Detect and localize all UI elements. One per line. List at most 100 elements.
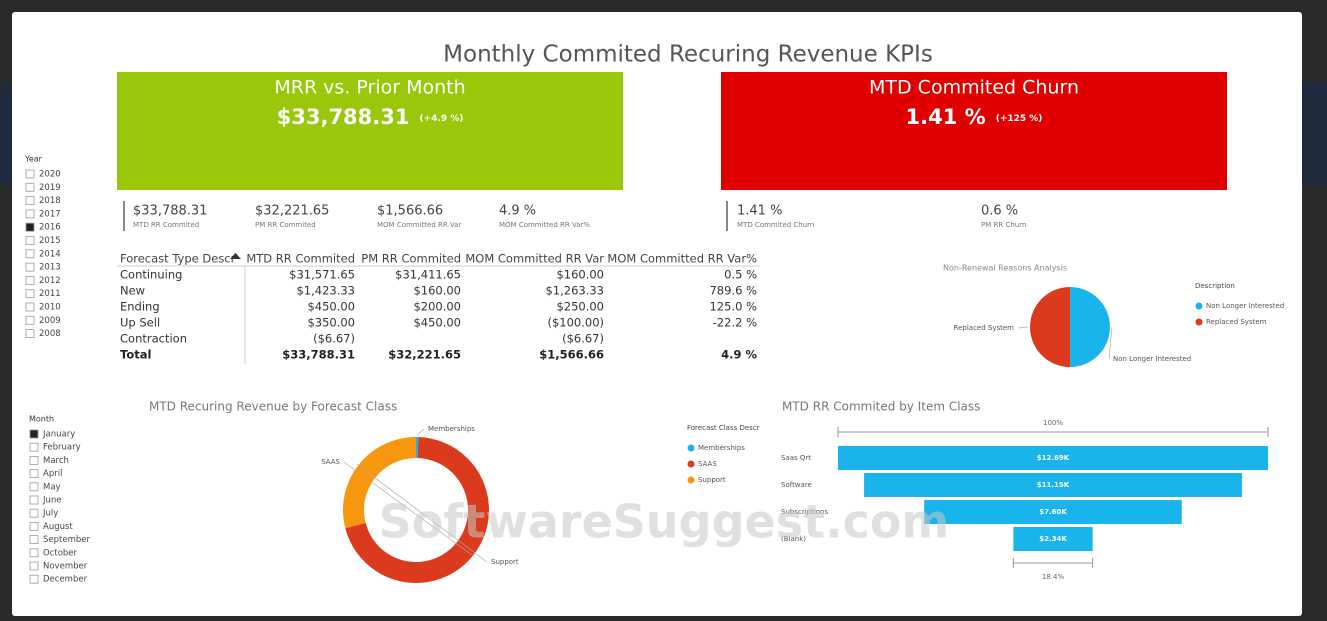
slicer-item: 2010 <box>39 303 61 313</box>
slice <box>343 437 416 529</box>
funnel-value-label: $12.69K <box>1037 454 1070 462</box>
table-cell: -22.2 % <box>713 316 757 330</box>
slicer-checkbox[interactable] <box>25 209 35 219</box>
slicer-checkbox[interactable] <box>29 548 39 558</box>
slicer-item: September <box>43 535 90 545</box>
legend-label: SAAS <box>698 460 717 468</box>
card-value-line: 1.41 % (+125 %) <box>906 105 1043 129</box>
table-header: MTD RR Commited <box>246 252 355 266</box>
slicer-checkbox[interactable] <box>25 222 35 232</box>
slicer-checkbox[interactable] <box>25 196 35 206</box>
kpi-label: MTD Commited Churn <box>737 221 814 229</box>
slicer-checkbox[interactable] <box>29 455 39 465</box>
slicer-item: 2014 <box>39 249 61 259</box>
slicer-checkbox[interactable] <box>25 275 35 285</box>
slice <box>416 437 419 459</box>
slicer-checkbox[interactable] <box>25 169 35 179</box>
card-change: (+4.9 %) <box>419 114 463 124</box>
legend-label: Memberships <box>698 444 745 452</box>
slicer-checkbox[interactable] <box>29 535 39 544</box>
slicer-checkbox[interactable] <box>29 561 39 571</box>
funnel-category: Saas Qrt <box>781 454 811 462</box>
slicer-checkbox[interactable] <box>25 315 35 325</box>
slicer-checkbox[interactable] <box>29 429 39 439</box>
slicer-checkbox[interactable] <box>29 508 39 518</box>
kpi-label: PM RR Commited <box>255 221 316 229</box>
legend-title: Description <box>1195 282 1235 290</box>
slicer-title: Year <box>24 155 43 164</box>
slicer-item: December <box>43 575 88 585</box>
funnel-category: Software <box>781 481 812 489</box>
slice <box>1030 287 1070 367</box>
slicer-item: 2019 <box>39 183 61 193</box>
kpi-label: MOM Committed RR Var% <box>499 221 590 229</box>
kpi-label: MOM Committed RR Var <box>377 221 462 229</box>
slicer-checkbox[interactable] <box>25 329 35 339</box>
slicer-checkbox[interactable] <box>25 249 35 259</box>
table-cell: $200.00 <box>413 300 461 314</box>
legend-label: Replaced System <box>1206 318 1267 326</box>
slicer-checkbox[interactable] <box>25 289 35 299</box>
table-cell: $31,571.65 <box>289 268 355 282</box>
card-value: 1.41 % <box>906 105 986 129</box>
backdrop-band <box>0 82 14 186</box>
slicer-checkbox[interactable] <box>29 574 39 584</box>
kpi-value: 1.41 % <box>737 204 782 219</box>
slicer-checkbox[interactable] <box>25 262 35 272</box>
slicer-checkbox[interactable] <box>29 522 39 531</box>
table-cell: New <box>120 284 145 298</box>
table-cell: Continuing <box>120 268 182 282</box>
slicer-checkbox[interactable] <box>25 302 35 312</box>
slicer-item: June <box>42 496 62 506</box>
slicer-title: Month <box>29 415 54 424</box>
leader-line <box>1108 326 1113 360</box>
sort-arrow <box>230 253 241 259</box>
slicer-item: 2009 <box>39 316 61 326</box>
card-title: MRR vs. Prior Month <box>274 77 465 99</box>
slice-label: Memberships <box>428 425 475 433</box>
chart-title: Non-Renewal Reasons Analysis <box>943 264 1067 273</box>
slicer-checkbox[interactable] <box>29 482 39 492</box>
table-cell: 0.5 % <box>724 268 757 282</box>
slicer-item: July <box>42 509 58 519</box>
kpi-value: $1,566.66 <box>377 204 443 219</box>
table-cell: ($100.00) <box>547 316 604 330</box>
slice-label: Support <box>491 558 519 566</box>
table-cell: $1,263.33 <box>545 284 604 298</box>
funnel-category: Subscriptions <box>781 508 828 516</box>
table-header: MOM Committed RR Var% <box>607 252 757 266</box>
slicer-item: February <box>43 443 81 453</box>
slicer-item: August <box>43 522 73 532</box>
slicer-checkbox[interactable] <box>29 469 39 479</box>
funnel-bar <box>838 446 1268 470</box>
table-cell: 789.6 % <box>709 284 757 298</box>
kpi-card <box>721 72 1227 190</box>
slicer-checkbox[interactable] <box>25 182 35 192</box>
table-cell: $160.00 <box>556 268 604 282</box>
table-total: $1,566.66 <box>539 348 604 362</box>
kpi-label: MTD RR Commited <box>133 221 199 229</box>
funnel-bar <box>864 473 1242 497</box>
slicer-item: 2013 <box>39 263 61 273</box>
kpi-value: 4.9 % <box>499 204 536 219</box>
kpi-value: 0.6 % <box>981 204 1018 219</box>
table-header: MOM Committed RR Var <box>465 252 604 266</box>
legend-swatch <box>687 460 695 468</box>
funnel-bar <box>1013 527 1093 551</box>
leader-line <box>416 428 425 436</box>
slicer-checkbox[interactable] <box>29 495 39 505</box>
table-cell: $350.00 <box>307 316 355 330</box>
kpi-value: $33,788.31 <box>133 204 207 219</box>
funnel-value-label: $11.15K <box>1037 481 1070 489</box>
table-cell: Up Sell <box>120 316 160 330</box>
slicer-checkbox[interactable] <box>25 236 35 245</box>
table-cell: $1,423.33 <box>296 284 355 298</box>
slicer-checkbox[interactable] <box>29 442 39 452</box>
table-cell: $450.00 <box>413 316 461 330</box>
funnel-value-label: $2.34K <box>1039 535 1067 543</box>
slice <box>345 437 489 583</box>
chart-title: MTD Recuring Revenue by Forecast Class <box>149 400 397 414</box>
slicer-item: March <box>43 456 69 466</box>
